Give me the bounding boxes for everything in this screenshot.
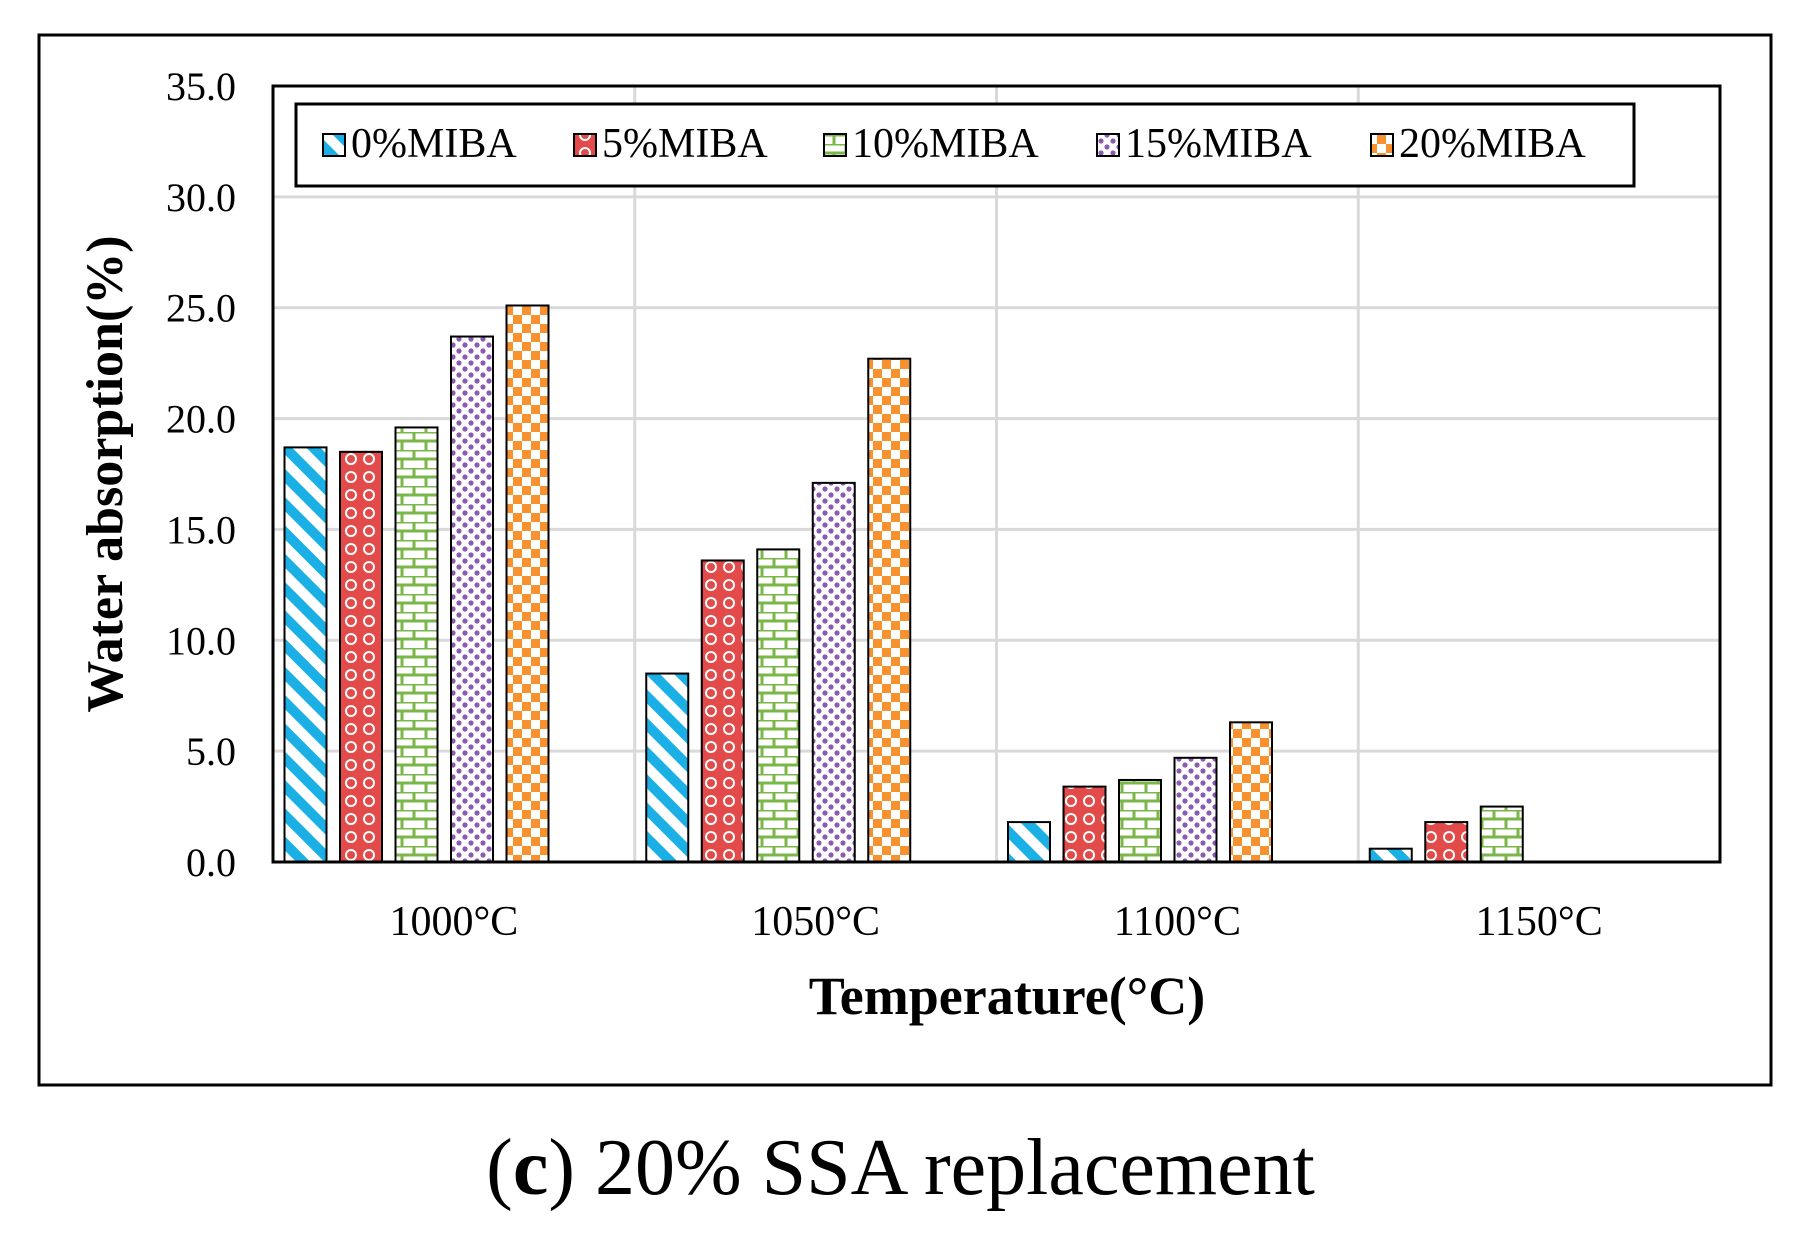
bar-5pctmiba-3 <box>1424 821 1469 864</box>
caption-text: 20% SSA replacement <box>574 1124 1315 1212</box>
bar-15pctmiba-2 <box>1173 756 1218 864</box>
bar-10pctmiba-3 <box>1479 805 1524 863</box>
bar-0pctmiba-1 <box>645 672 690 863</box>
bar-20pctmiba-0 <box>505 304 550 863</box>
figure-caption: (c) 20% SSA replacement <box>486 1124 1315 1212</box>
y-axis-title: Water absorption(%) <box>77 235 134 712</box>
legend-swatch <box>573 133 597 157</box>
bar-10pctmiba-1 <box>756 548 801 864</box>
bar-5pctmiba-1 <box>700 559 745 863</box>
bar-15pctmiba-0 <box>450 335 494 863</box>
bar-10pctmiba-2 <box>1118 778 1162 863</box>
legend-box <box>294 102 1636 188</box>
x-axis-ticks: 1000°C 1050°C 1100°C 1150°C <box>389 899 1602 945</box>
bar-10pctmiba-0 <box>394 426 439 863</box>
bar-0pctmiba-3 <box>1368 847 1413 864</box>
y-tick-label: 0.0 <box>186 840 236 885</box>
y-tick-label: 35.0 <box>166 64 236 109</box>
legend-label: 20%MIBA <box>1399 121 1586 167</box>
x-tick-label: 1100°C <box>1114 899 1241 945</box>
plot-area-border <box>271 84 1722 864</box>
bar-5pctmiba-0 <box>339 450 383 863</box>
x-tick-label: 1000°C <box>389 899 518 945</box>
x-axis-title: Temperature(°C) <box>809 966 1206 1026</box>
legend-swatch <box>1096 133 1120 157</box>
legend: 0%MIBA 5%MIBA 10%MIBA 15%MIBA 20%MIBA <box>294 102 1636 188</box>
bar-0pctmiba-0 <box>283 446 328 863</box>
legend-swatch <box>823 133 847 157</box>
bar-5pctmiba-2 <box>1062 785 1107 863</box>
x-tick-label: 1050°C <box>751 899 880 945</box>
bar-15pctmiba-1 <box>811 481 856 863</box>
caption-letter: c <box>512 1124 549 1212</box>
y-tick-label: 25.0 <box>166 286 236 331</box>
legend-label: 5%MIBA <box>602 121 768 167</box>
bar-0pctmiba-2 <box>1007 821 1051 864</box>
bar-20pctmiba-2 <box>1229 721 1273 863</box>
legend-label: 15%MIBA <box>1125 121 1312 167</box>
y-tick-label: 10.0 <box>166 618 236 663</box>
y-tick-label: 20.0 <box>166 397 236 442</box>
y-axis-ticks: 0.0 5.0 10.0 15.0 20.0 25.0 30.0 35.0 <box>166 64 236 885</box>
y-tick-label: 5.0 <box>186 729 236 774</box>
legend-swatch <box>1370 133 1394 157</box>
y-tick-label: 30.0 <box>166 175 236 220</box>
legend-label: 0%MIBA <box>351 121 517 167</box>
bars <box>283 304 1524 864</box>
x-tick-label: 1150°C <box>1475 899 1602 945</box>
bar-20pctmiba-1 <box>867 357 912 863</box>
legend-swatch <box>322 133 346 157</box>
legend-label: 10%MIBA <box>852 121 1039 167</box>
y-tick-label: 15.0 <box>166 507 236 552</box>
